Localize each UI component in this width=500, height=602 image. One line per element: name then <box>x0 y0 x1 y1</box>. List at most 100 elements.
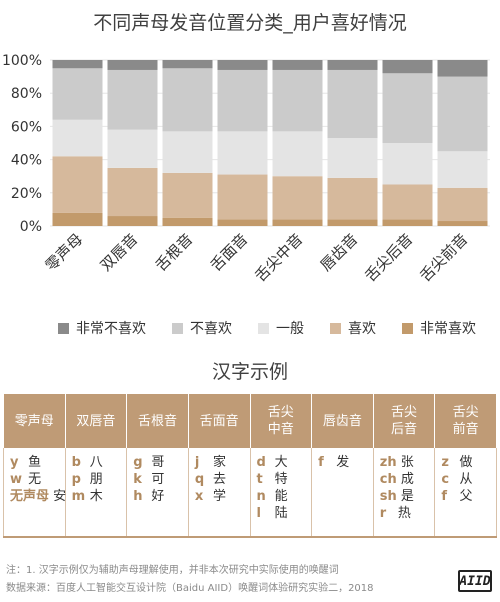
example-entry: z 做 <box>441 454 496 471</box>
legend-item: 非常不喜欢 <box>58 318 146 338</box>
bar-segment <box>217 219 268 226</box>
initial-letter: m <box>71 489 86 504</box>
legend-swatch <box>258 322 269 334</box>
example-entry: l 陆 <box>257 505 312 522</box>
bar-segment <box>52 68 103 120</box>
example-char: 八 <box>85 455 103 470</box>
example-entry: w 无 <box>10 471 65 488</box>
example-entry: k 可 <box>133 471 188 488</box>
initial-letter: f <box>441 489 448 504</box>
initial-letter: z <box>441 455 449 470</box>
aiid-logo: AIID <box>458 570 492 592</box>
examples-cell: f 发 <box>311 448 374 538</box>
example-entry: ch 成 <box>380 471 435 488</box>
example-char: 木 <box>85 489 103 504</box>
example-entry: j 家 <box>195 454 250 471</box>
example-char: 发 <box>332 455 350 470</box>
example-entry: t 特 <box>257 471 312 488</box>
initial-letter: zh <box>379 455 397 470</box>
example-entry: d 大 <box>257 454 312 471</box>
x-tick-label: 舌根音 <box>152 230 197 275</box>
example-char: 做 <box>455 455 473 470</box>
legend-item: 喜欢 <box>330 318 376 338</box>
y-tick-label: 0% <box>20 219 42 235</box>
example-char: 学 <box>208 489 227 504</box>
example-entry: f 父 <box>441 488 496 505</box>
legend-swatch <box>172 322 183 334</box>
example-entry: 无声母 安 <box>10 488 66 505</box>
bar-segment <box>217 131 268 175</box>
initial-letter: r <box>379 506 387 521</box>
initial-letter: w <box>10 472 23 487</box>
bar-segment <box>437 76 488 152</box>
examples-column-header: 零声母 <box>3 394 66 448</box>
example-char: 朋 <box>85 472 103 487</box>
bar-segment <box>162 172 213 218</box>
bar-segment <box>52 156 103 213</box>
example-entry: n 能 <box>257 488 312 505</box>
example-entry: p 朋 <box>72 471 127 488</box>
bar-segment <box>107 216 158 226</box>
initial-letter: j <box>194 455 200 470</box>
initial-letter: b <box>71 455 81 470</box>
bar-segment <box>437 151 488 188</box>
bar-segment <box>217 60 268 70</box>
bar-segment <box>107 60 158 70</box>
legend-label: 喜欢 <box>348 321 376 337</box>
bar-segment <box>217 69 268 132</box>
bar-segment <box>162 217 213 226</box>
example-char: 鱼 <box>24 455 42 470</box>
legend-label: 一般 <box>276 321 304 337</box>
initial-letter: q <box>194 472 205 487</box>
bar-segment <box>382 219 433 226</box>
example-char: 去 <box>208 472 227 487</box>
x-tick-label: 唇齿音 <box>317 230 362 275</box>
y-tick-label: 20% <box>11 186 42 202</box>
initial-letter: p <box>71 472 81 487</box>
bar-segment <box>52 60 103 69</box>
legend-swatch <box>58 322 69 334</box>
legend-label: 非常不喜欢 <box>76 321 146 337</box>
y-tick-label: 40% <box>11 153 42 169</box>
data-source: 数据来源：百度人工智能交互设计院（Baidu AIID）唤醒词体验研究实验二，2… <box>6 583 374 594</box>
initial-letter: f <box>318 455 324 470</box>
bar-segment <box>437 187 488 222</box>
examples-column-header: 唇齿音 <box>311 394 374 448</box>
legend-item: 一般 <box>258 318 304 338</box>
x-tick-label: 舌尖前音 <box>416 230 471 285</box>
initial-letter: d <box>256 455 266 470</box>
bar-segment <box>52 119 103 157</box>
example-char: 父 <box>455 489 473 504</box>
bar-segment <box>217 174 268 220</box>
initial-letter: g <box>133 455 143 470</box>
examples-column-header: 舌根音 <box>126 394 189 448</box>
bar-segment <box>327 69 378 139</box>
legend-item: 非常喜欢 <box>402 318 476 338</box>
initial-letter: x <box>194 489 204 504</box>
x-tick-label: 舌面音 <box>207 230 252 275</box>
initial-letter: sh <box>379 489 397 504</box>
legend-item: 不喜欢 <box>172 318 232 338</box>
initial-letter: c <box>441 472 450 487</box>
bar-segment <box>382 143 433 185</box>
example-char: 哥 <box>147 455 165 470</box>
footnote: 注：1. 汉字示例仅为辅助声母理解使用，并非本次研究中实际使用的唤醒词 <box>6 565 339 576</box>
initial-letter: n <box>256 489 266 504</box>
examples-column-header: 舌尖 中音 <box>249 394 313 448</box>
examples-column-header: 舌尖 前音 <box>434 394 497 448</box>
y-tick-label: 80% <box>11 86 42 102</box>
example-char: 能 <box>270 489 288 504</box>
bar-segment <box>382 184 433 220</box>
bar-segment <box>272 176 323 220</box>
bar-segment <box>162 68 213 132</box>
example-entry: sh 是 <box>380 488 435 505</box>
bar-segment <box>272 60 323 70</box>
